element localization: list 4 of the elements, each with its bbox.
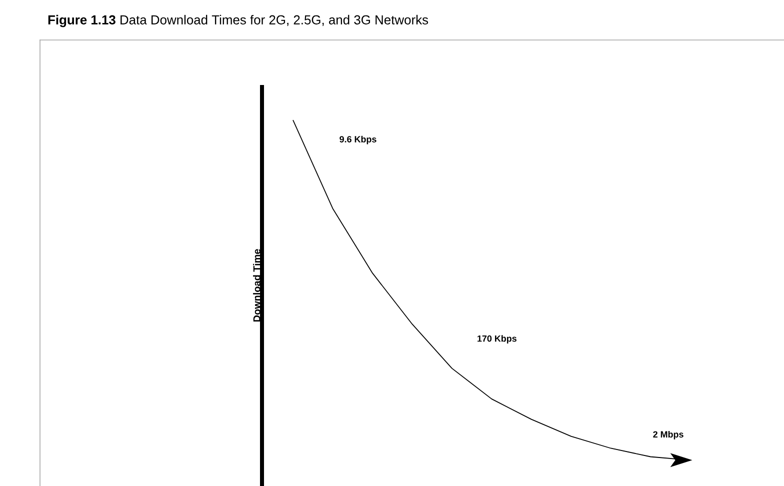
annotation: 9.6 Kbps <box>340 136 376 144</box>
annotation: 170 Kbps <box>478 335 516 344</box>
chart-title: Figure 1.13 Data Download Times for 2G, 2.5G, and 3G Networks <box>48 14 428 28</box>
annotation: 2 Mbps <box>653 430 684 440</box>
